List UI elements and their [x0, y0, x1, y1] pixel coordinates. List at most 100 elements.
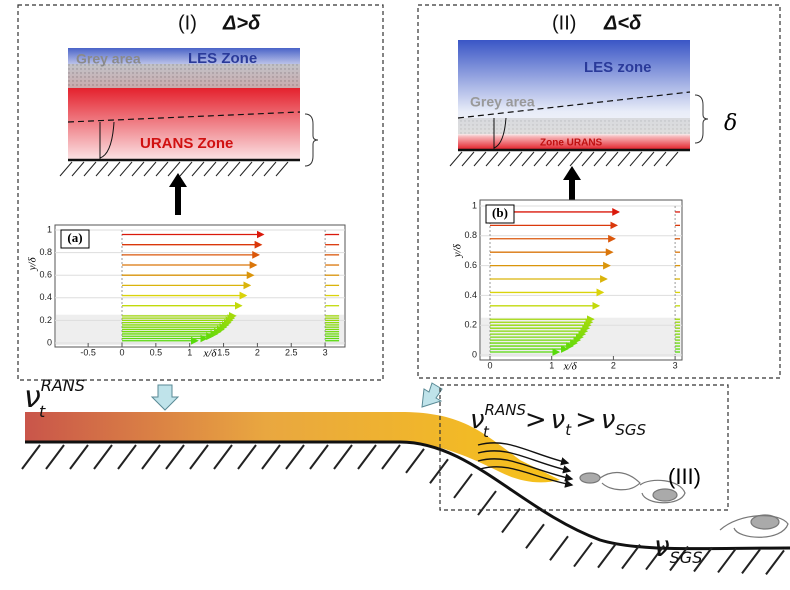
x-tick-label: 1.5: [217, 347, 230, 357]
hatch: [498, 152, 510, 166]
hatch: [526, 524, 544, 548]
x-tick-label: 2.5: [285, 347, 298, 357]
hatch: [96, 162, 108, 176]
hatch: [276, 162, 288, 176]
thickness-label: δ: [724, 111, 737, 136]
grey-area-label: Grey area: [76, 51, 141, 67]
hatch: [72, 162, 84, 176]
x-tick-label: 1: [549, 360, 554, 370]
hatch: [22, 445, 40, 469]
arrow-down: [152, 385, 178, 410]
arrow-head: [169, 173, 187, 187]
hatch: [570, 152, 582, 166]
x-axis-label: x/δ: [202, 348, 217, 360]
hatch: [358, 445, 376, 469]
urans-zone-label: URANS Zone: [140, 135, 233, 152]
hatch: [742, 549, 760, 573]
hatch: [166, 445, 184, 469]
hatch: [454, 474, 472, 498]
panel-label: (I): [178, 12, 197, 34]
hatch: [642, 152, 654, 166]
les-zone-label: LES zone: [584, 59, 652, 76]
hatch: [654, 152, 666, 166]
hatch: [478, 491, 496, 515]
hatch: [262, 445, 280, 469]
hatch: [606, 152, 618, 166]
hatch: [310, 445, 328, 469]
hatch: [144, 162, 156, 176]
hatch: [622, 545, 640, 569]
arrow-down: [422, 383, 442, 407]
condition: Δ>δ: [222, 12, 261, 34]
hatch: [216, 162, 228, 176]
x-tick-label: 3: [673, 360, 678, 370]
hatch: [192, 162, 204, 176]
x-tick-label: 0: [119, 347, 124, 357]
hatch: [550, 536, 568, 560]
sgs-viscosity: νSGS: [654, 530, 702, 567]
y-tick-label: 1: [472, 200, 477, 210]
panel-label: (II): [552, 12, 576, 34]
hatch: [214, 445, 232, 469]
hatch: [406, 449, 424, 473]
x-tick-label: 1: [187, 347, 192, 357]
brace: [695, 95, 708, 143]
plot-label: (a): [67, 230, 82, 245]
x-tick-label: -0.5: [80, 347, 96, 357]
hatch: [190, 445, 208, 469]
hatch: [156, 162, 168, 176]
grey-area-label: Grey area: [470, 94, 535, 110]
hatch: [594, 152, 606, 166]
urans-zone-label: Zone URANS: [540, 138, 603, 149]
grey-band: [68, 64, 300, 88]
hatch: [766, 550, 784, 574]
hatch: [630, 152, 642, 166]
hatch: [382, 445, 400, 469]
les-zone-label: LES Zone: [188, 50, 257, 67]
hatch: [574, 543, 592, 567]
x-tick-label: 0.5: [150, 347, 163, 357]
hatch: [132, 162, 144, 176]
y-tick-label: 0: [472, 349, 477, 359]
x-tick-label: 2: [611, 360, 616, 370]
y-tick-label: 1: [47, 224, 52, 234]
hatch: [334, 445, 352, 469]
hatch: [228, 162, 240, 176]
hatch: [546, 152, 558, 166]
y-tick-label: 0.2: [39, 315, 52, 325]
arrow-head: [563, 166, 581, 180]
hatch: [598, 544, 616, 568]
hatch: [666, 152, 678, 166]
hatch: [534, 152, 546, 166]
hatch: [94, 445, 112, 469]
hatch: [286, 445, 304, 469]
hatch: [240, 162, 252, 176]
region-label: (III): [668, 464, 701, 489]
x-axis-label: x/δ: [563, 361, 578, 373]
hatch: [502, 509, 520, 533]
grey-band: [458, 118, 690, 134]
hatch: [618, 152, 630, 166]
hatch: [238, 445, 256, 469]
hatch: [120, 162, 132, 176]
y-axis-label: y/δ: [27, 256, 39, 271]
x-tick-label: 3: [323, 347, 328, 357]
y-tick-label: 0.2: [464, 320, 477, 330]
hatch: [462, 152, 474, 166]
hatch: [718, 548, 736, 572]
hatch: [450, 152, 462, 166]
hatch: [486, 152, 498, 166]
hatch: [474, 152, 486, 166]
hatch: [180, 162, 192, 176]
hatch: [142, 445, 160, 469]
hatch: [84, 162, 96, 176]
y-tick-label: 0: [47, 337, 52, 347]
hatch: [118, 445, 136, 469]
brace: [305, 114, 318, 166]
hatch: [510, 152, 522, 166]
hatch: [108, 162, 120, 176]
y-tick-label: 0.4: [464, 290, 477, 300]
y-tick-label: 0.8: [464, 230, 477, 240]
plot-label: (b): [492, 205, 508, 220]
